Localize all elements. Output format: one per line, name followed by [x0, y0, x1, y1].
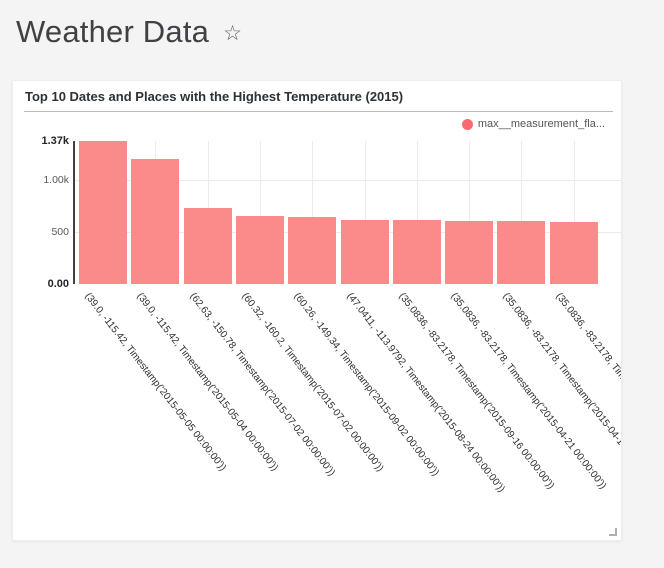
gridline-vertical: [521, 141, 523, 284]
bar[interactable]: [288, 217, 337, 284]
bar[interactable]: [131, 158, 180, 284]
bar[interactable]: [549, 221, 598, 284]
gridline-vertical: [573, 141, 575, 284]
y-axis-tick-label: 1.37k: [41, 135, 69, 147]
legend-series-dot: [461, 118, 473, 130]
y-axis-tick-label: 0.00: [47, 278, 69, 290]
gridline-vertical: [364, 141, 366, 284]
gridline-vertical: [469, 141, 471, 284]
gridline-vertical: [259, 141, 261, 284]
y-axis-labels: 1.37k 1.00k 500 0.00: [13, 136, 69, 290]
bar[interactable]: [79, 141, 127, 284]
bar-chart-plot: [73, 141, 621, 284]
gridline-vertical: [416, 141, 418, 284]
dashboard-header: Weather Data ☆: [16, 10, 242, 54]
favorite-star-icon[interactable]: ☆: [223, 21, 242, 45]
bar[interactable]: [340, 219, 389, 284]
bar[interactable]: [183, 207, 232, 284]
x-axis-labels: (39.0, -115.42, Timestamp('2015-05-05 00…: [75, 291, 621, 540]
gridline-horizontal: [75, 179, 621, 181]
page-title: Weather Data: [16, 14, 210, 49]
y-axis-tick-label: 1.00k: [43, 173, 69, 186]
card-title[interactable]: Top 10 Dates and Places with the Highest…: [25, 89, 404, 104]
card-resize-handle[interactable]: [609, 528, 617, 536]
bar[interactable]: [235, 215, 284, 284]
chart-card: Top 10 Dates and Places with the Highest…: [12, 80, 622, 541]
title-divider: [24, 111, 613, 112]
y-axis-line: [73, 141, 75, 284]
legend-series-label: max__measurement_fla...: [477, 118, 605, 130]
gridline-vertical: [312, 141, 314, 284]
chart-legend[interactable]: max__measurement_fla...: [461, 117, 605, 131]
y-axis-tick-label: 500: [51, 225, 69, 238]
bar[interactable]: [445, 220, 494, 284]
bar[interactable]: [497, 220, 546, 284]
bar[interactable]: [392, 220, 441, 284]
